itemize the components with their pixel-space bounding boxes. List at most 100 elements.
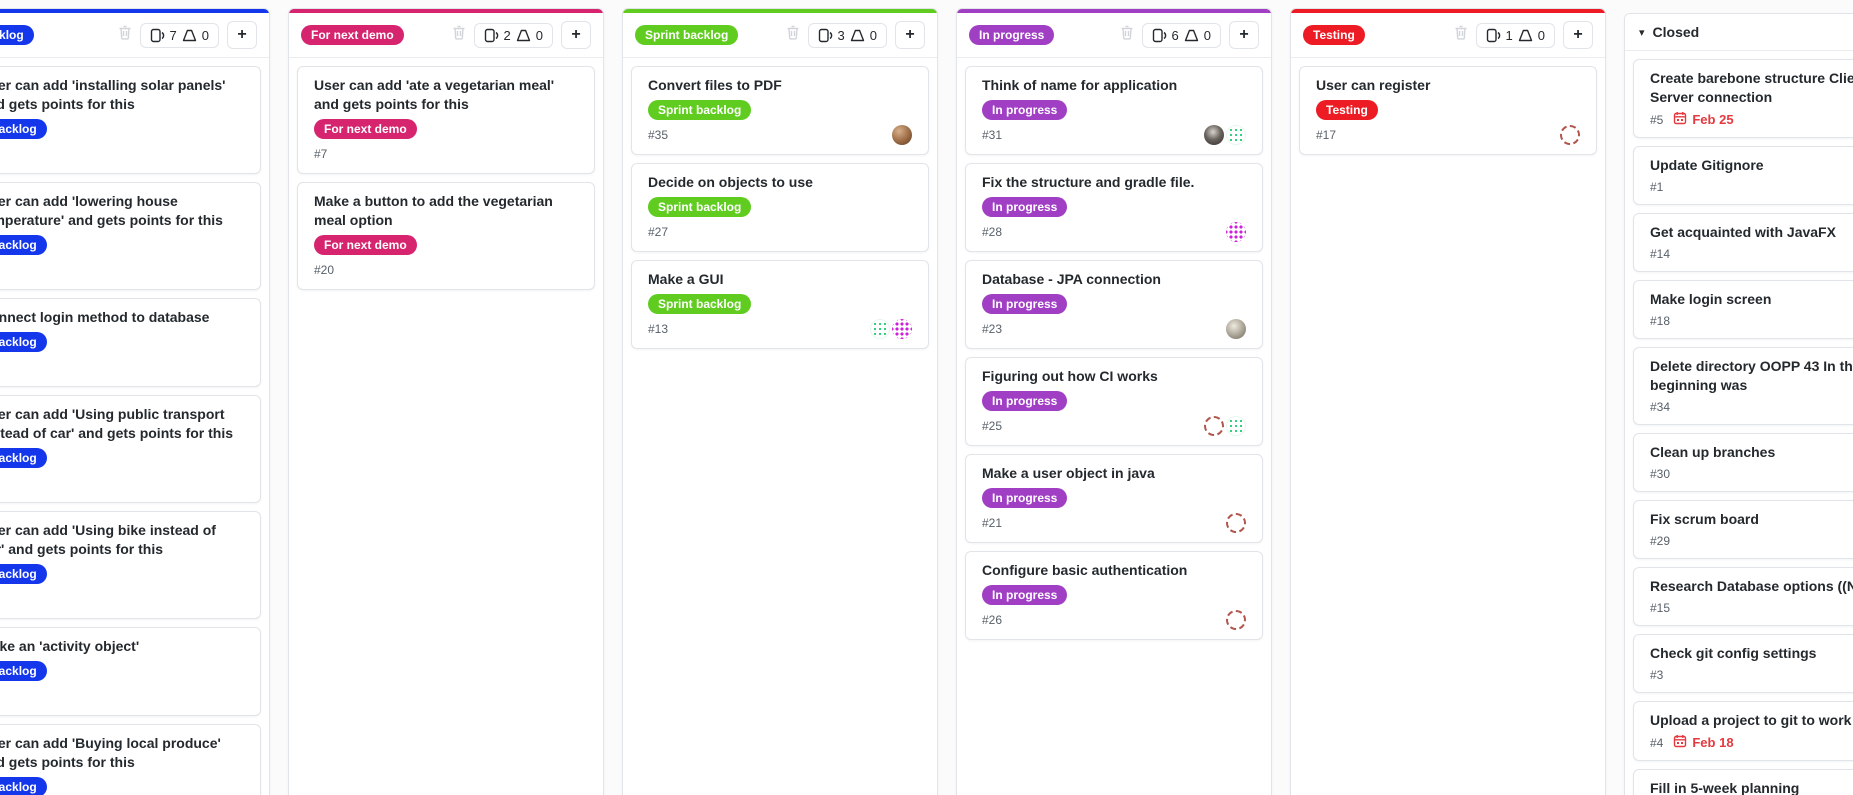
delete-column-button[interactable] bbox=[452, 25, 466, 45]
card-title[interactable]: Make an 'activity object' bbox=[0, 638, 140, 654]
card[interactable]: User can add 'ate a vegetarian meal' and… bbox=[297, 66, 595, 174]
card-title[interactable]: Make a user object in java bbox=[982, 465, 1155, 481]
card-meta: #18 bbox=[1650, 313, 1853, 329]
delete-column-button[interactable] bbox=[1120, 25, 1134, 45]
card[interactable]: Update Gitignore #1 bbox=[1633, 146, 1853, 205]
cards-count-icon bbox=[818, 28, 833, 43]
card-meta: #23 bbox=[982, 319, 1246, 339]
issue-number: #7 bbox=[314, 147, 328, 161]
avatar bbox=[892, 319, 912, 339]
card-meta: #27 bbox=[648, 222, 912, 242]
card-label: Sprint backlog bbox=[648, 100, 752, 120]
card[interactable]: Think of name for application In progress… bbox=[965, 66, 1263, 155]
card-meta bbox=[0, 686, 244, 706]
card-title[interactable]: Get acquainted with JavaFX bbox=[1650, 224, 1836, 240]
assignee-avatars bbox=[1560, 125, 1580, 145]
card-title[interactable]: Fix the structure and gradle file. bbox=[982, 174, 1195, 190]
card[interactable]: User can add 'Using public transport ins… bbox=[0, 395, 261, 503]
card-title[interactable]: Create barebone structure Client-Server … bbox=[1650, 70, 1853, 105]
card-title[interactable]: User can add 'ate a vegetarian meal' and… bbox=[314, 77, 555, 112]
column-sprint-backlog: Sprint backlog 3 0 + Convert files to PDF Spr… bbox=[622, 8, 938, 795]
card-title[interactable]: Check git config settings bbox=[1650, 645, 1817, 661]
add-card-button[interactable]: + bbox=[561, 21, 591, 49]
closed-column-header[interactable]: ▾ Closed bbox=[1625, 14, 1853, 51]
card[interactable]: User can add 'Buying local produce' and … bbox=[0, 724, 261, 795]
delete-column-button[interactable] bbox=[1454, 25, 1468, 45]
card-title[interactable]: Upload a project to git to work from bbox=[1650, 712, 1853, 728]
card[interactable]: Configure basic authentication In progres… bbox=[965, 551, 1263, 640]
card[interactable]: Make login screen #18 bbox=[1633, 280, 1853, 339]
delete-column-button[interactable] bbox=[786, 25, 800, 45]
assignee-avatars bbox=[1226, 319, 1246, 339]
card-title[interactable]: User can add 'Buying local produce' and … bbox=[0, 735, 221, 770]
column-actions: 7 0 + bbox=[118, 21, 257, 49]
card-title[interactable]: Make a GUI bbox=[648, 271, 724, 287]
issue-number: #35 bbox=[648, 128, 669, 142]
due-date-text: Feb 18 bbox=[1692, 735, 1734, 750]
card-title[interactable]: Think of name for application bbox=[982, 77, 1178, 93]
card-title[interactable]: Convert files to PDF bbox=[648, 77, 782, 93]
card[interactable]: Create barebone structure Client-Server … bbox=[1633, 59, 1853, 138]
card-title[interactable]: Configure basic authentication bbox=[982, 562, 1188, 578]
card[interactable]: Make a button to add the vegetarian meal… bbox=[297, 182, 595, 290]
card[interactable]: Research Database options ((No)SQL?) #15 bbox=[1633, 567, 1853, 626]
archived-count-icon bbox=[1184, 29, 1199, 42]
assignee-avatars bbox=[892, 125, 912, 145]
column-backlog: Backlog 70+ User can add 'installing solar… bbox=[0, 8, 270, 795]
add-card-button[interactable]: + bbox=[1563, 21, 1593, 49]
card[interactable]: Clean up branches #30 bbox=[1633, 433, 1853, 492]
issue-number: #1 bbox=[1650, 180, 1664, 194]
column-label: Testing bbox=[1303, 25, 1365, 45]
card-title[interactable]: User can add 'installing solar panels' a… bbox=[0, 77, 226, 112]
card-meta: #20 bbox=[314, 260, 578, 280]
card-title[interactable]: Research Database options ((No)SQL?) bbox=[1650, 578, 1853, 594]
add-card-button[interactable]: + bbox=[895, 21, 925, 49]
card-title[interactable]: Database - JPA connection bbox=[982, 271, 1161, 287]
card-title[interactable]: User can add 'Using public transport ins… bbox=[0, 406, 234, 441]
card-title[interactable]: Fill in 5-week planning bbox=[1650, 780, 1800, 795]
card-meta: #14 bbox=[1650, 246, 1853, 262]
add-card-button[interactable]: + bbox=[1229, 21, 1259, 49]
issue-number: #29 bbox=[1650, 534, 1671, 548]
card[interactable]: User can register Testing #17 bbox=[1299, 66, 1597, 155]
card-meta bbox=[0, 473, 244, 493]
card-title[interactable]: Connect login method to database bbox=[0, 309, 210, 325]
card-title[interactable]: Delete directory OOPP 43 In the beginnin… bbox=[1650, 358, 1853, 393]
card[interactable]: Get acquainted with JavaFX #14 bbox=[1633, 213, 1853, 272]
card[interactable]: Make a GUI Sprint backlog #13 bbox=[631, 260, 929, 349]
card[interactable]: Database - JPA connection In progress #23 bbox=[965, 260, 1263, 349]
card[interactable]: Convert files to PDF Sprint backlog #35 bbox=[631, 66, 929, 155]
card-title[interactable]: Figuring out how CI works bbox=[982, 368, 1158, 384]
card-title[interactable]: Make a button to add the vegetarian meal… bbox=[314, 193, 553, 228]
add-card-button[interactable]: + bbox=[227, 21, 257, 49]
card[interactable]: Fix the structure and gradle file. In pro… bbox=[965, 163, 1263, 252]
cards-count-value: 3 bbox=[837, 27, 845, 43]
card[interactable]: Delete directory OOPP 43 In the beginnin… bbox=[1633, 347, 1853, 425]
card-title[interactable]: Fix scrum board bbox=[1650, 511, 1759, 527]
card-meta: #4 Feb 18 bbox=[1650, 734, 1853, 751]
delete-column-button[interactable] bbox=[118, 25, 132, 45]
card[interactable]: Make a user object in java In progress #21 bbox=[965, 454, 1263, 543]
card-meta: #29 bbox=[1650, 533, 1853, 549]
card[interactable]: User can add 'installing solar panels' a… bbox=[0, 66, 261, 174]
card[interactable]: Make an 'activity object' Backlog bbox=[0, 627, 261, 716]
card-title[interactable]: Update Gitignore bbox=[1650, 157, 1764, 173]
card-title[interactable]: User can add 'lowering house temperature… bbox=[0, 193, 223, 228]
card[interactable]: Upload a project to git to work from #4 Fe… bbox=[1633, 701, 1853, 761]
card-title[interactable]: User can register bbox=[1316, 77, 1431, 93]
card[interactable]: Connect login method to database Backlog bbox=[0, 298, 261, 387]
card-title[interactable]: Decide on objects to use bbox=[648, 174, 813, 190]
card[interactable]: User can add 'Using bike instead of car'… bbox=[0, 511, 261, 619]
card[interactable]: Fix scrum board #29 bbox=[1633, 500, 1853, 559]
card-title[interactable]: Make login screen bbox=[1650, 291, 1772, 307]
card[interactable]: Decide on objects to use Sprint backlog #2… bbox=[631, 163, 929, 252]
card[interactable]: Fill in 5-week planning bbox=[1633, 769, 1853, 795]
card[interactable]: User can add 'lowering house temperature… bbox=[0, 182, 261, 290]
card[interactable]: Figuring out how CI works In progress #25 bbox=[965, 357, 1263, 446]
card-label: Backlog bbox=[0, 777, 47, 795]
avatar bbox=[1226, 319, 1246, 339]
card-title[interactable]: Clean up branches bbox=[1650, 444, 1776, 460]
card-title[interactable]: User can add 'Using bike instead of car'… bbox=[0, 522, 216, 557]
card-meta: #13 bbox=[648, 319, 912, 339]
card[interactable]: Check git config settings #3 bbox=[1633, 634, 1853, 693]
